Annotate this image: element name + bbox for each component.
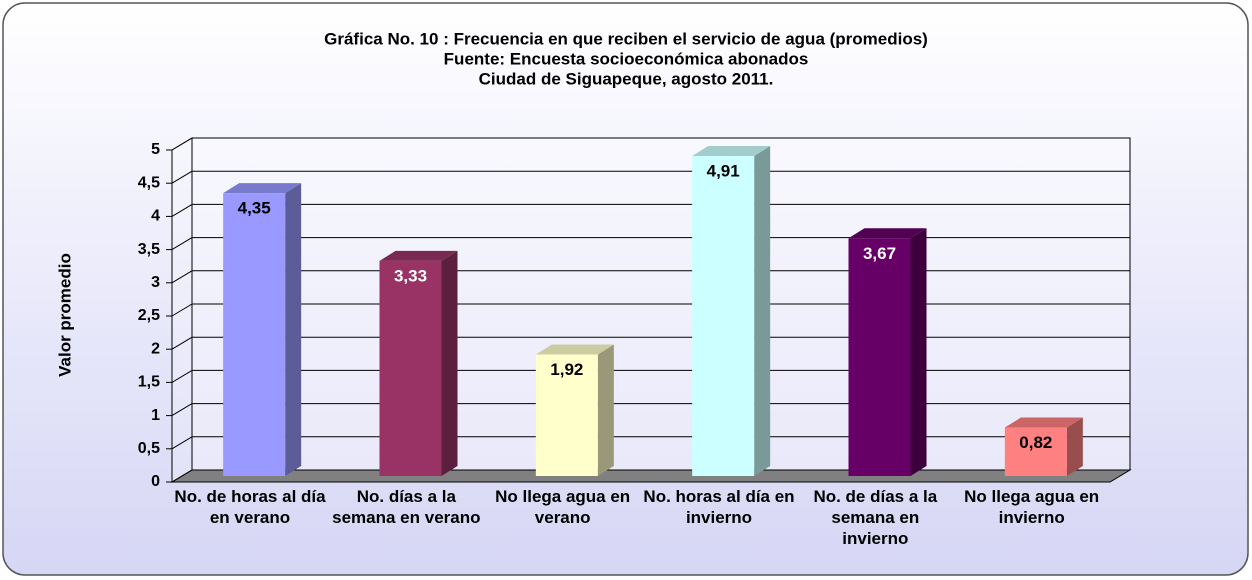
x-tick-label: No llega agua en verano — [495, 487, 631, 527]
bar-top — [535, 344, 614, 355]
data-label: 0,82 — [1019, 433, 1052, 452]
bar-side — [1066, 417, 1083, 476]
bar — [379, 260, 442, 476]
chart-subtitle: Ciudad de Siguapeque, agosto 2011. — [479, 69, 774, 88]
x-tick-label: No. de días a la semana en invierno — [813, 487, 938, 548]
grid-line — [171, 403, 193, 417]
bar-side — [441, 250, 458, 476]
bar — [692, 155, 755, 476]
y-tick-label: 0,5 — [138, 440, 160, 457]
bar-side — [597, 344, 614, 476]
bar — [223, 193, 286, 476]
x-tick-label: No. de horas al día en verano — [174, 487, 326, 527]
chart-subtitle: Fuente: Encuesta socioeconómica abonados — [444, 49, 809, 68]
grid-line — [171, 137, 193, 151]
data-label: 4,91 — [707, 161, 740, 180]
x-tick-label: No. días a la semana en verano — [332, 487, 481, 527]
data-label: 3,67 — [863, 244, 896, 263]
grid-line — [171, 203, 193, 217]
bar-top — [379, 250, 458, 261]
y-tick-label: 5 — [151, 141, 160, 158]
bar-top — [223, 183, 302, 194]
bar — [535, 354, 598, 476]
y-tick-label: 4 — [151, 208, 160, 225]
data-label: 1,92 — [550, 360, 583, 379]
grid-line — [171, 237, 193, 251]
data-label: 4,35 — [238, 199, 271, 218]
bar — [1004, 427, 1067, 476]
grid-line — [171, 303, 193, 317]
y-tick-label: 2 — [151, 340, 160, 357]
grid-line — [171, 270, 193, 284]
bar-side — [285, 183, 302, 476]
y-tick-label: 0 — [151, 473, 160, 490]
bar-top — [692, 145, 771, 156]
grid-line — [171, 336, 193, 350]
grid-line — [171, 469, 193, 483]
y-tick-label: 3,5 — [138, 241, 160, 258]
floor — [170, 469, 1132, 483]
y-tick-label: 2,5 — [138, 307, 160, 324]
y-axis-label: Valor promedio — [55, 253, 74, 377]
y-tick-label: 1,5 — [138, 374, 160, 391]
bar-side — [910, 228, 927, 476]
bar-top — [848, 228, 927, 239]
bar-top — [1004, 417, 1083, 428]
chart-title: Gráfica No. 10 : Frecuencia en que recib… — [324, 29, 928, 48]
x-tick-label: No llega agua en invierno — [964, 487, 1100, 527]
y-tick-label: 3 — [151, 274, 160, 291]
bar-side — [754, 145, 771, 476]
grid-line — [171, 369, 193, 383]
data-label: 3,33 — [394, 266, 427, 285]
grid-line — [171, 170, 193, 184]
bar — [848, 238, 911, 476]
y-tick-label: 4,5 — [138, 174, 160, 191]
y-tick-label: 1 — [151, 407, 160, 424]
grid-line — [171, 436, 193, 450]
x-tick-label: No. horas al día en invierno — [643, 487, 795, 527]
